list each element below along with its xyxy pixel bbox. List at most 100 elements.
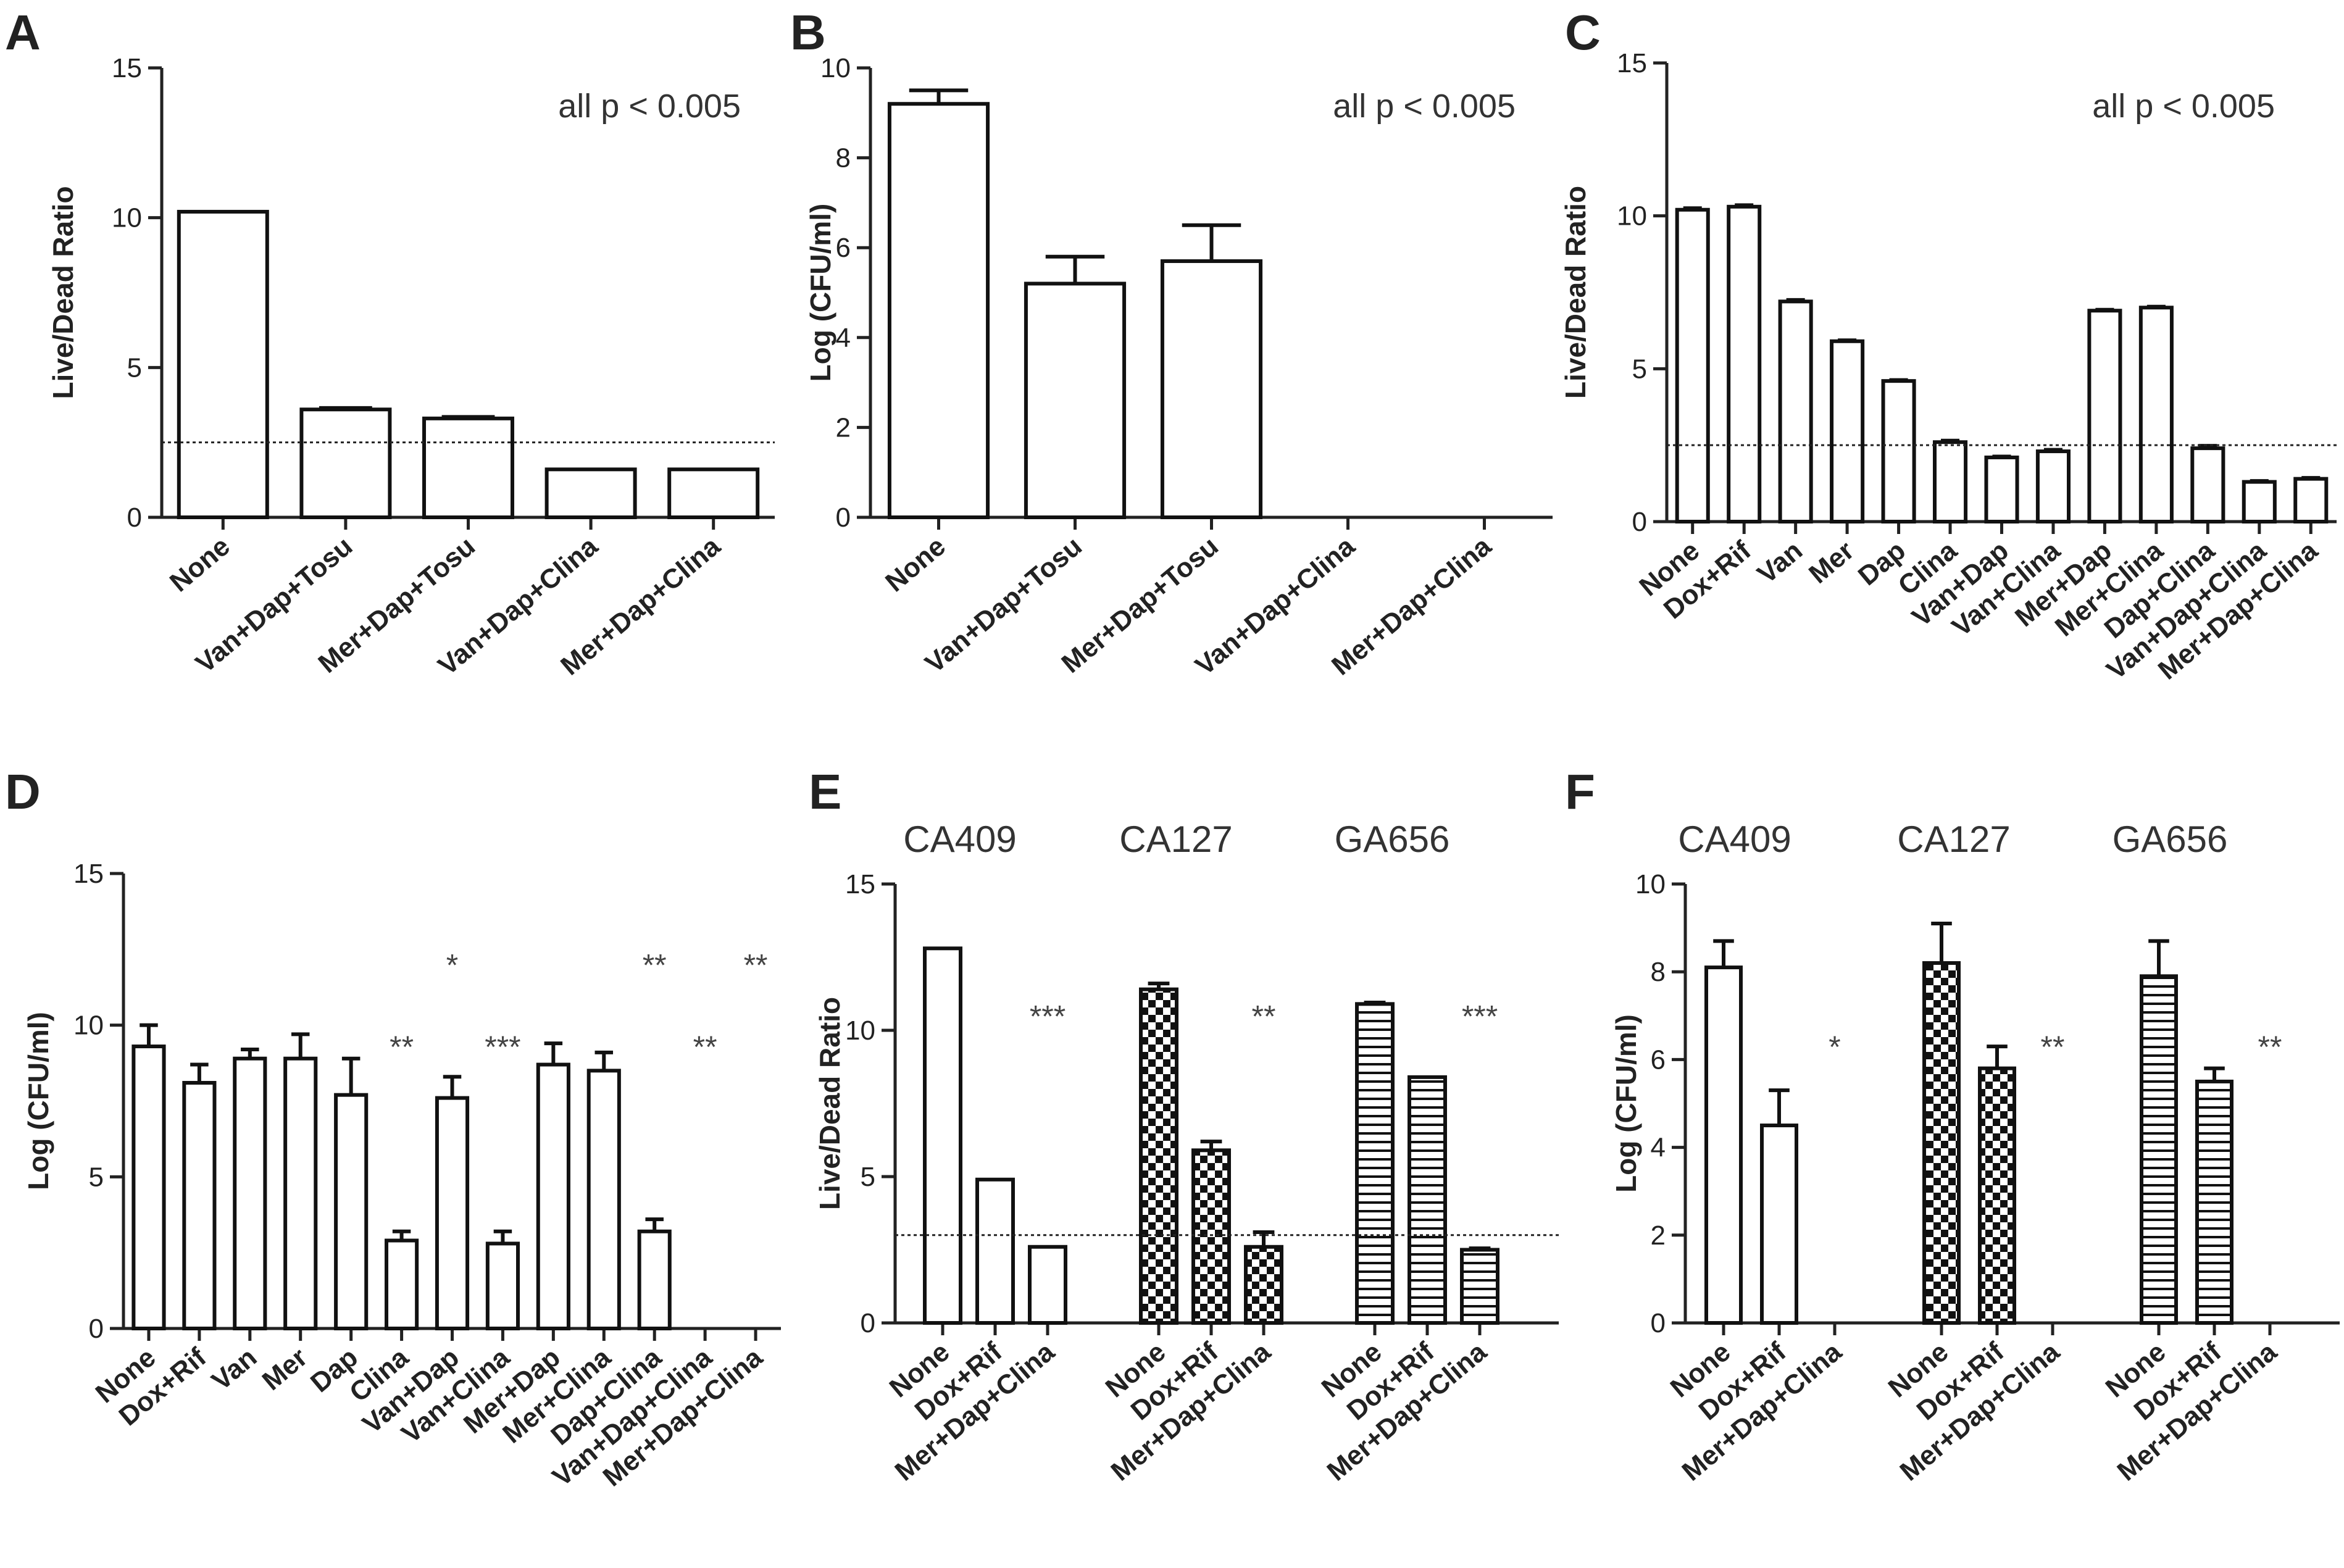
bar xyxy=(536,1062,570,1331)
significance-marker: ** xyxy=(390,1030,414,1064)
significance-marker: ** xyxy=(2258,1030,2282,1064)
bar xyxy=(131,1045,166,1331)
y-tick-label: 8 xyxy=(1651,957,1666,987)
bar xyxy=(385,1238,419,1330)
bar xyxy=(1830,339,1865,524)
y-tick-label: 4 xyxy=(1651,1133,1666,1163)
bar xyxy=(1139,987,1178,1325)
bar xyxy=(1675,207,1710,523)
y-tick-label: 0 xyxy=(1632,507,1647,537)
y-axis-label: Log (CFU/ml) xyxy=(22,1012,54,1190)
category-label: Van xyxy=(206,1342,262,1396)
p-value-annotation: all p < 0.005 xyxy=(558,88,741,125)
bar xyxy=(2035,449,2071,523)
panel-letter: A xyxy=(5,5,41,60)
y-tick-label: 5 xyxy=(1632,354,1647,384)
bar xyxy=(1727,204,1762,523)
significance-marker: * xyxy=(1829,1030,1840,1064)
panel-letter: F xyxy=(1565,764,1595,819)
significance-marker: ** xyxy=(744,948,768,982)
bar xyxy=(544,467,637,520)
bar xyxy=(485,1241,520,1330)
bar xyxy=(2242,480,2277,524)
bar xyxy=(182,1081,217,1331)
y-tick-label: 5 xyxy=(89,1162,104,1192)
bar xyxy=(667,467,760,520)
significance-marker: ** xyxy=(693,1030,717,1064)
bar xyxy=(1704,965,1743,1325)
group-label: CA409 xyxy=(903,819,1016,860)
y-axis-label: Live/Dead Ratio xyxy=(1559,186,1591,399)
panel-letter: C xyxy=(1565,5,1601,60)
bar xyxy=(1460,1248,1499,1325)
bar xyxy=(887,102,990,520)
significance-marker: *** xyxy=(1462,999,1498,1033)
y-tick-label: 10 xyxy=(112,203,142,233)
bar xyxy=(422,416,514,520)
bar xyxy=(1933,440,1968,523)
bar xyxy=(1244,1245,1283,1325)
bar xyxy=(1922,961,1961,1325)
bar xyxy=(923,946,962,1325)
significance-marker: ** xyxy=(1252,999,1276,1033)
group-label: GA656 xyxy=(1335,819,1450,860)
group-label: CA127 xyxy=(1119,819,1232,860)
bar xyxy=(2195,1079,2233,1325)
y-tick-label: 6 xyxy=(836,233,851,263)
y-tick-label: 5 xyxy=(861,1162,875,1192)
bar xyxy=(1881,379,1916,523)
category-label: None xyxy=(880,531,951,598)
p-value-annotation: all p < 0.005 xyxy=(1333,88,1516,125)
bar xyxy=(177,209,269,519)
group-label: CA127 xyxy=(1897,819,2010,860)
y-tick-label: 10 xyxy=(1617,201,1647,231)
y-tick-label: 0 xyxy=(836,503,851,533)
bar xyxy=(1191,1148,1231,1325)
y-tick-label: 15 xyxy=(1617,48,1647,78)
y-tick-label: 0 xyxy=(89,1314,104,1344)
y-tick-label: 0 xyxy=(861,1308,875,1338)
y-tick-label: 2 xyxy=(836,412,851,443)
bar xyxy=(233,1056,267,1331)
y-tick-label: 10 xyxy=(73,1011,104,1041)
category-label: None xyxy=(164,531,236,598)
significance-marker: ** xyxy=(643,948,667,982)
group-label: GA656 xyxy=(2113,819,2228,860)
category-label: Mer xyxy=(1803,535,1859,590)
y-tick-label: 15 xyxy=(845,869,875,899)
bar xyxy=(283,1056,318,1331)
bar xyxy=(2190,446,2225,523)
panel-letter: D xyxy=(5,764,41,819)
bar xyxy=(299,407,392,520)
significance-marker: ** xyxy=(2041,1030,2065,1064)
bar xyxy=(2293,477,2329,523)
bar xyxy=(1978,1066,2016,1325)
y-tick-label: 0 xyxy=(1651,1308,1666,1338)
y-axis-label: Log (CFU/ml) xyxy=(1610,1014,1642,1193)
significance-marker: *** xyxy=(1030,999,1066,1033)
y-tick-label: 2 xyxy=(1651,1220,1666,1251)
y-tick-label: 15 xyxy=(73,859,104,889)
bar xyxy=(1760,1124,1798,1325)
significance-marker: * xyxy=(446,948,458,982)
y-axis-label: Live/Dead Ratio xyxy=(814,997,846,1210)
bar xyxy=(1160,259,1263,519)
bar xyxy=(586,1069,621,1331)
y-tick-label: 5 xyxy=(127,352,142,383)
bar xyxy=(1355,1002,1395,1325)
category-label: Mer xyxy=(257,1342,313,1396)
bar xyxy=(1778,299,1813,523)
y-tick-label: 10 xyxy=(845,1015,875,1046)
bar xyxy=(435,1096,470,1330)
bar xyxy=(1028,1245,1067,1325)
bar xyxy=(334,1093,369,1330)
y-tick-label: 8 xyxy=(836,143,851,173)
panel-letter: B xyxy=(790,5,826,60)
bar xyxy=(2140,974,2178,1325)
bar xyxy=(1024,281,1127,519)
